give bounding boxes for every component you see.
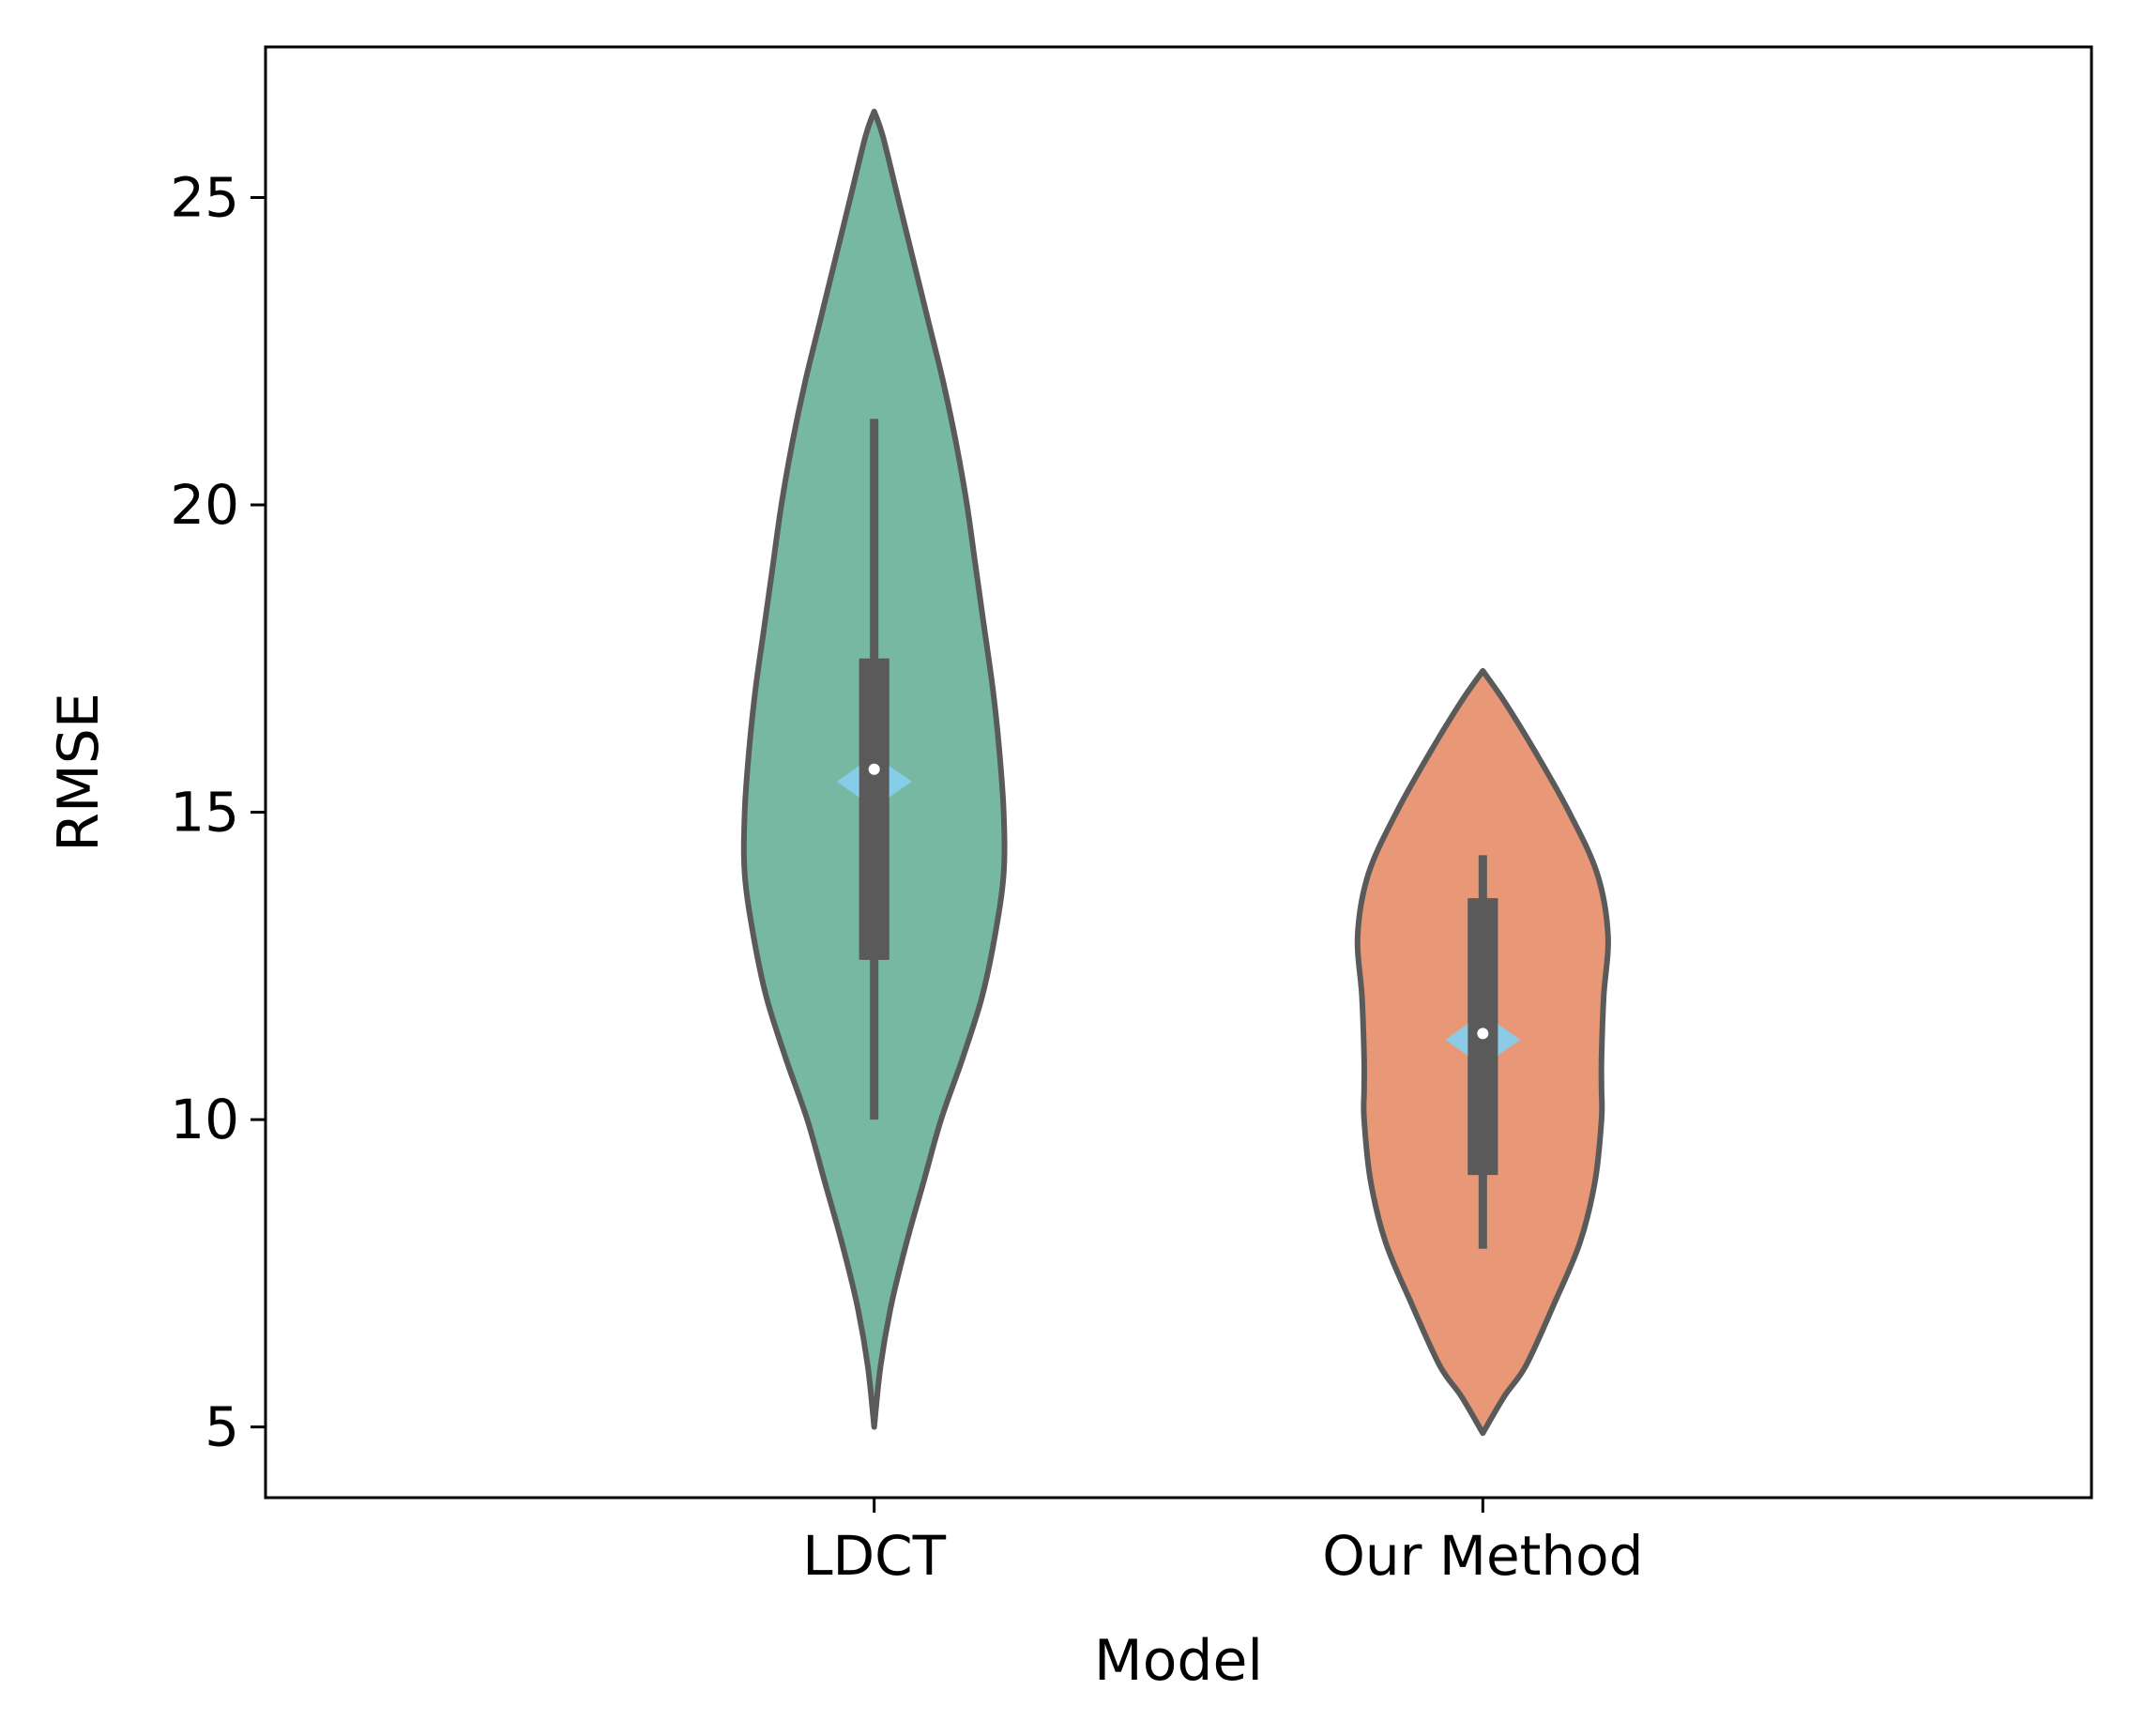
y-tick-label-20: 20 <box>170 473 239 537</box>
y-axis-label: RMSE <box>46 693 112 851</box>
y-tick-label-15: 15 <box>170 781 239 845</box>
y-tick-label-10: 10 <box>170 1088 239 1151</box>
x-axis: LDCT Our Method <box>802 1498 1643 1588</box>
median-dot-ldct <box>868 763 880 775</box>
iqr-box-overlay-ldct <box>859 658 890 960</box>
y-tick-label-25: 25 <box>170 165 239 229</box>
violins-layer <box>740 108 1611 1437</box>
median-dot-our-method <box>1477 1028 1489 1040</box>
x-axis-label: Model <box>1094 1628 1263 1694</box>
y-tick-label-5: 5 <box>205 1395 239 1459</box>
x-tick-label-ldct: LDCT <box>802 1524 946 1588</box>
plot-frame <box>264 45 2093 1500</box>
x-tick-label-our-method: Our Method <box>1322 1524 1643 1588</box>
y-axis: 5 10 15 20 25 <box>170 165 266 1459</box>
